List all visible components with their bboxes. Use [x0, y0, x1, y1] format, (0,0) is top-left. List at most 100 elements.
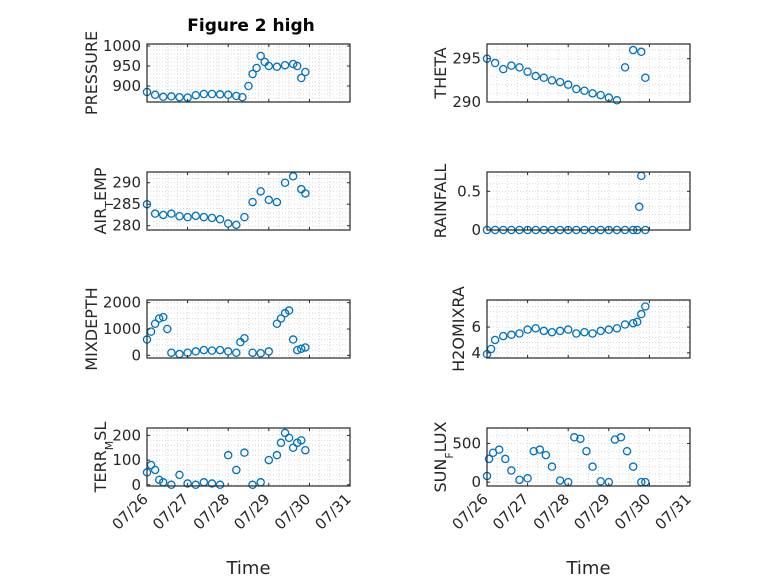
data-point [539, 326, 549, 336]
data-point [555, 77, 565, 87]
data-point [280, 178, 290, 187]
data-point [498, 331, 508, 341]
data-point [232, 220, 241, 230]
data-point [523, 325, 532, 334]
data-point [191, 480, 200, 490]
y-tick-label: 900 [112, 77, 141, 95]
y-tick-label: 950 [112, 57, 141, 75]
data-point [288, 443, 298, 452]
data-point [547, 462, 557, 471]
data-point [215, 215, 225, 224]
y-tick-label: 6 [471, 318, 481, 336]
data-point [570, 433, 579, 442]
data-point [501, 454, 510, 464]
axes-box [146, 427, 351, 487]
axes-box [486, 171, 691, 231]
y-tick-label: 280 [112, 217, 141, 235]
data-point [158, 210, 168, 220]
grid [486, 172, 691, 231]
data-point [628, 318, 638, 328]
data-point [507, 466, 516, 475]
x-axis-label: Time [225, 558, 270, 579]
y-axis-label: SUNFLUX [431, 421, 456, 492]
data-point [264, 61, 274, 71]
axes-box [146, 43, 351, 103]
x-tick-label: 07/30 [611, 490, 654, 533]
y-tick-label: 290 [452, 93, 481, 111]
y-tick-label: 2000 [103, 294, 141, 312]
data-point [297, 344, 306, 354]
x-tick-label: 07/27 [489, 490, 532, 533]
data-point [563, 80, 573, 89]
y-axis-label: THETA [431, 47, 450, 99]
panel-right-2: 0 0.5 RAINFALL [431, 164, 691, 239]
axes-box [486, 43, 691, 103]
data-point [272, 197, 282, 207]
data-point [175, 470, 184, 480]
data-point [292, 61, 302, 71]
data-point [620, 320, 630, 329]
data-point [596, 326, 605, 336]
data-point [232, 91, 241, 101]
data-point [635, 202, 644, 212]
y-tick-label: 1000 [103, 320, 141, 338]
data-point [288, 172, 298, 181]
data-point [150, 319, 160, 328]
x-tick-label: 07/26 [449, 490, 492, 533]
data-point [523, 67, 532, 76]
axes-box [146, 171, 351, 231]
data-point [628, 45, 638, 55]
data-point [507, 330, 516, 340]
data-point [207, 479, 217, 488]
data-point [163, 324, 172, 334]
data-point [284, 433, 294, 443]
data-point [494, 445, 504, 454]
x-tick-label: 07/27 [149, 490, 192, 533]
data-point [628, 462, 638, 471]
data-point [207, 89, 217, 99]
data-point [272, 319, 282, 328]
data-point [240, 448, 249, 457]
data-point [276, 438, 286, 448]
data-point [490, 335, 500, 345]
data-point [272, 62, 282, 72]
data-point [223, 90, 233, 100]
data-point [288, 59, 298, 69]
data-point [207, 346, 217, 355]
data-point [167, 480, 176, 490]
data-point [244, 81, 253, 91]
data-point [632, 317, 642, 327]
grid [146, 44, 351, 103]
data-point [490, 58, 500, 68]
y-axis-label: RAINFALL [431, 164, 450, 239]
data-point [515, 475, 524, 485]
data-point [507, 61, 516, 70]
data-point [248, 348, 257, 357]
data-point [191, 347, 200, 356]
axes-box [486, 427, 691, 487]
data-point [297, 73, 306, 83]
data-point [547, 327, 557, 337]
y-tick-label: 4 [471, 344, 481, 362]
y-tick-label: 500 [452, 434, 481, 452]
data-point [588, 462, 597, 471]
data-point [588, 89, 597, 98]
data-point [276, 314, 286, 323]
data-point [199, 89, 209, 99]
data-point [183, 479, 192, 488]
data-point [240, 212, 249, 222]
data-point [256, 51, 265, 61]
data-point [191, 211, 200, 221]
x-tick-label: 07/30 [271, 490, 314, 533]
data-point [252, 63, 261, 73]
data-point [297, 436, 306, 445]
x-tick-label: 07/29 [230, 490, 273, 533]
figure-title: Figure 2 high [187, 16, 315, 36]
data-point [272, 450, 282, 460]
data-point [167, 348, 176, 357]
data-point [256, 187, 265, 196]
